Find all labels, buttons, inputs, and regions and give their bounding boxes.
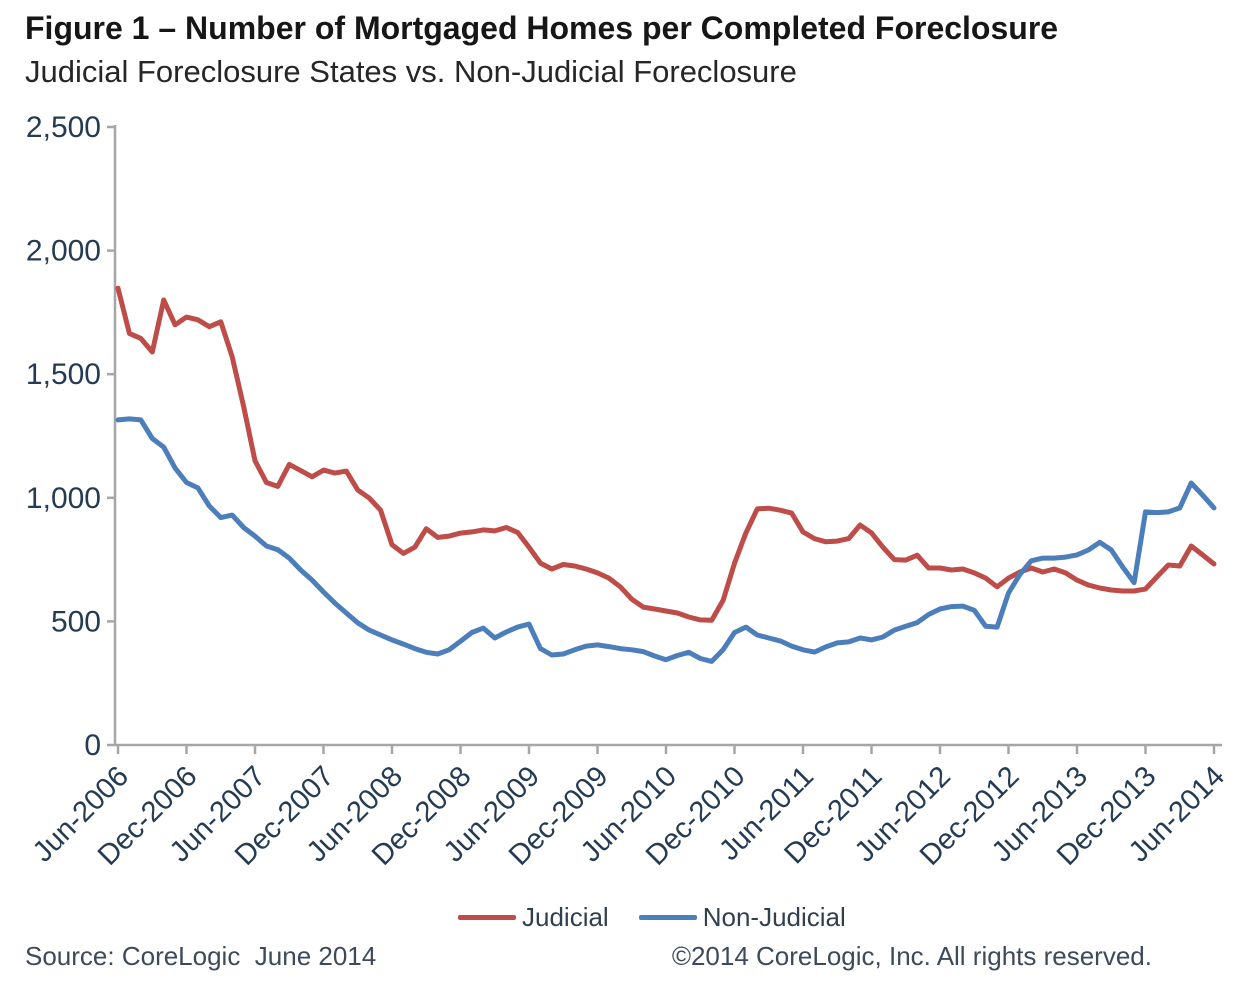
legend-label: Judicial (522, 901, 609, 932)
y-tick-label: 2,500 (26, 111, 101, 144)
y-axis: 0 500 1,000 1,500 2,000 2,500 (26, 111, 117, 762)
y-tick-label: 1,500 (26, 358, 101, 391)
chart-legend: Judicial Non-Judicial (458, 898, 846, 936)
y-tick-label: 1,000 (26, 482, 101, 515)
legend-item-non-judicial: Non-Judicial (638, 901, 846, 933)
series-line-judicial (115, 285, 1217, 623)
legend-swatch-judicial (458, 914, 516, 920)
y-tick-label: 2,000 (26, 235, 101, 268)
copyright-note: ©2014 CoreLogic, Inc. All rights reserve… (671, 941, 1152, 971)
x-axis: Jun-2006Dec-2006Jun-2007Dec-2007Jun-2008… (27, 743, 1231, 872)
legend-label: Non-Judicial (702, 901, 846, 932)
figure-subtitle: Judicial Foreclosure States vs. Non-Judi… (25, 54, 797, 89)
y-tick-label: 0 (84, 729, 101, 762)
legend-swatch-non-judicial (638, 914, 697, 920)
y-tick-label: 500 (51, 605, 101, 638)
source-note: Source: CoreLogic June 2014 (25, 941, 377, 971)
legend-item-judicial: Judicial (458, 902, 609, 933)
figure-title: Figure 1 – Number of Mortgaged Homes per… (25, 10, 1059, 46)
series-line-non-judicial (115, 416, 1217, 664)
